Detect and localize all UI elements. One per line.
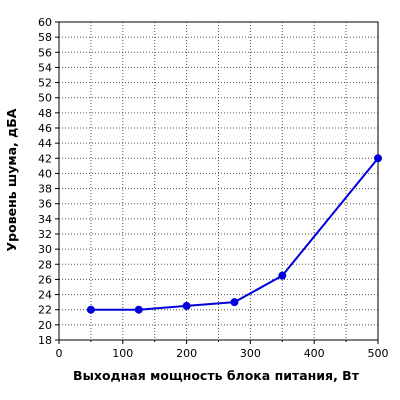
y-tick-label: 40 xyxy=(38,167,52,180)
data-point xyxy=(86,305,95,314)
tick-labels: 0 100 200 300 400 500 18 20 22 24 26 28 30 32 34 36 38 40… xyxy=(38,16,389,360)
y-tick-label: 58 xyxy=(38,31,52,44)
grid xyxy=(59,22,378,340)
y-tick-label: 26 xyxy=(38,273,52,286)
data-point xyxy=(182,301,191,310)
y-tick-label: 18 xyxy=(38,334,52,347)
y-tick-label: 24 xyxy=(38,289,52,302)
y-tick-label: 52 xyxy=(38,77,52,90)
y-tick-label: 34 xyxy=(38,213,52,226)
x-axis-label: Выходная мощность блока питания, Вт xyxy=(73,368,360,383)
series-layer xyxy=(86,154,382,314)
data-point xyxy=(134,305,143,314)
y-tick-label: 44 xyxy=(38,137,52,150)
x-tick-label: 0 xyxy=(56,347,63,360)
y-tick-label: 42 xyxy=(38,152,52,165)
y-tick-label: 38 xyxy=(38,183,52,196)
data-point xyxy=(374,154,382,163)
y-axis-label: Уровень шума, дБА xyxy=(4,108,19,251)
y-tick-label: 54 xyxy=(38,61,52,74)
y-tick-label: 36 xyxy=(38,198,52,211)
y-tick-label: 50 xyxy=(38,92,52,105)
series-line xyxy=(90,157,379,311)
x-tick-label: 500 xyxy=(368,347,389,360)
y-tick-label: 48 xyxy=(38,107,52,120)
data-point xyxy=(278,271,287,280)
x-tick-label: 300 xyxy=(240,347,261,360)
x-tick-label: 100 xyxy=(112,347,133,360)
data-point xyxy=(230,298,239,307)
y-tick-label: 60 xyxy=(38,16,52,29)
y-tick-label: 46 xyxy=(38,122,52,135)
x-tick-label: 200 xyxy=(176,347,197,360)
y-tick-label: 32 xyxy=(38,228,52,241)
y-tick-label: 30 xyxy=(38,243,52,256)
y-tick-label: 20 xyxy=(38,319,52,332)
y-tick-label: 56 xyxy=(38,46,52,59)
x-tick-label: 400 xyxy=(304,347,325,360)
y-tick-label: 28 xyxy=(38,258,52,271)
axis-ticks xyxy=(55,21,379,344)
y-tick-label: 22 xyxy=(38,304,52,317)
